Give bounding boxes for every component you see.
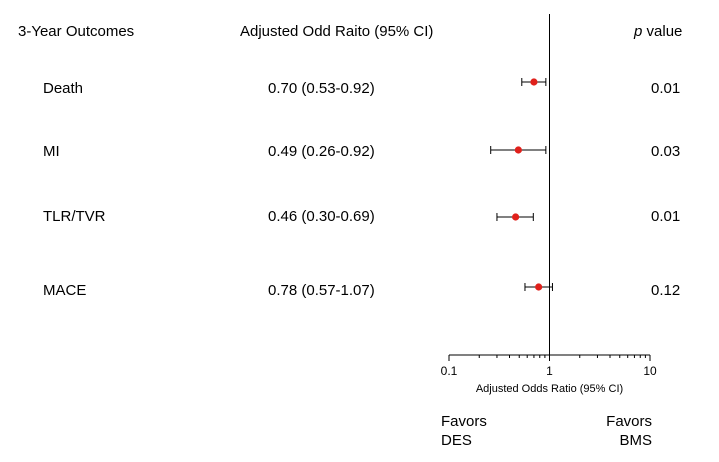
header-outcomes: 3-Year Outcomes xyxy=(18,23,135,40)
header-p-letter: p xyxy=(634,23,643,40)
favors-bms-line2: BMS xyxy=(619,432,652,449)
x-tick-label: 1 xyxy=(546,364,553,378)
point-estimate-mace xyxy=(535,283,543,291)
ci-text-mace: 0.78 (0.57-1.07) xyxy=(268,282,375,299)
x-tick-label: 0.1 xyxy=(441,364,458,378)
header-p-word: value xyxy=(646,23,683,40)
favors-bms: Favors BMS xyxy=(596,412,652,450)
row-label-mace: MACE xyxy=(43,282,87,299)
p-value-tlr-tvr: 0.01 xyxy=(651,208,681,225)
favors-des-line1: Favors xyxy=(441,413,487,430)
ci-text-tlr-tvr: 0.46 (0.30-0.69) xyxy=(268,208,375,225)
p-value-death: 0.01 xyxy=(651,80,681,97)
header-pvalue: p value xyxy=(634,23,682,40)
header-ratio: Adjusted Odd Raito (95% CI) xyxy=(240,23,434,40)
point-estimate-tlr-tvr xyxy=(512,213,520,221)
row-label-death: Death xyxy=(43,80,84,97)
x-axis-title: Adjusted Odds Ratio (95% CI) xyxy=(476,383,623,395)
favors-des-line2: DES xyxy=(441,432,472,449)
x-axis-ticks: 0.1 1 10 xyxy=(441,355,657,378)
favors-des: Favors DES xyxy=(441,412,487,450)
row-label-tlr-tvr: TLR/TVR xyxy=(43,208,106,225)
ci-text-death: 0.70 (0.53-0.92) xyxy=(268,80,375,97)
x-tick-label: 10 xyxy=(643,364,657,378)
p-value-mace: 0.12 xyxy=(651,282,681,299)
point-estimate-mi xyxy=(514,146,522,154)
p-value-mi: 0.03 xyxy=(651,143,681,160)
favors-bms-line1: Favors xyxy=(606,413,652,430)
plot-marks xyxy=(490,78,553,291)
row-label-mi: MI xyxy=(43,143,60,160)
ci-text-mi: 0.49 (0.26-0.92) xyxy=(268,143,375,160)
point-estimate-death xyxy=(530,78,538,86)
